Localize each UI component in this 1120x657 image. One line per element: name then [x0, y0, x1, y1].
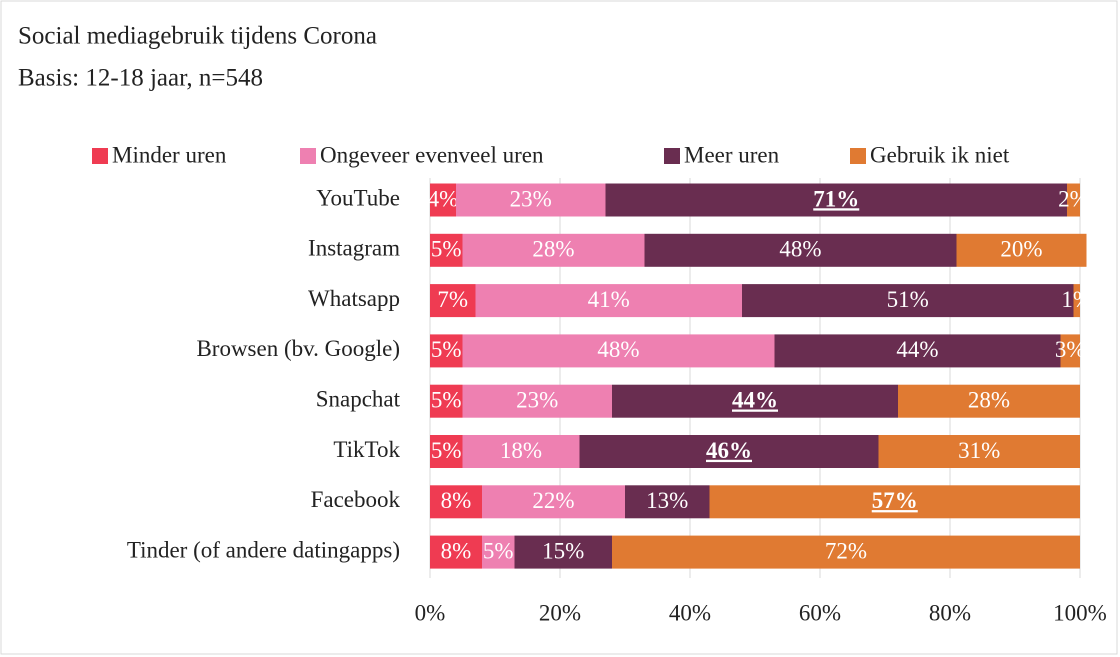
- bar-segment: [644, 233, 957, 267]
- chart-subtitle: Basis: 12-18 jaar, n=548: [18, 65, 263, 92]
- bar-segment: [1067, 183, 1080, 217]
- bar-segment: [612, 384, 898, 418]
- data-label: 23%: [510, 186, 552, 211]
- bar-segment: [774, 334, 1061, 368]
- data-label: 4%: [428, 186, 459, 211]
- bar-segment: [430, 183, 456, 217]
- data-label: 46%: [706, 438, 752, 463]
- bar-segment: [430, 334, 463, 368]
- data-label: 20%: [1000, 237, 1042, 262]
- x-tick-label: 40%: [669, 600, 711, 625]
- bar-segment: [456, 183, 606, 217]
- legend-swatch: [664, 148, 680, 164]
- bar-segment: [605, 183, 1067, 217]
- data-label: 15%: [542, 538, 584, 563]
- data-label: 5%: [431, 337, 462, 362]
- bar-segment: [462, 334, 775, 368]
- data-label: 28%: [968, 387, 1010, 412]
- legend-swatch: [300, 148, 316, 164]
- data-label: 44%: [732, 387, 778, 412]
- data-label: 48%: [779, 237, 821, 262]
- bar-segment: [462, 233, 645, 267]
- data-label: 22%: [532, 488, 574, 513]
- data-label: 5%: [431, 438, 462, 463]
- bar-segment: [430, 384, 463, 418]
- data-label: 3%: [1055, 337, 1086, 362]
- x-tick-label: 20%: [539, 600, 581, 625]
- y-tick-label: Whatsapp: [308, 286, 400, 311]
- data-label: 31%: [958, 438, 1000, 463]
- x-tick-label: 80%: [929, 600, 971, 625]
- bar-segment: [514, 535, 612, 569]
- data-label: 23%: [516, 387, 558, 412]
- bar-segment: [430, 535, 482, 569]
- bar-segment: [430, 485, 482, 519]
- y-tick-label: Instagram: [308, 236, 400, 261]
- legend-swatch: [92, 148, 108, 164]
- bar-segment: [742, 284, 1074, 318]
- data-label: 51%: [887, 287, 929, 312]
- x-tick-label: 0%: [415, 600, 446, 625]
- x-tick-label: 60%: [799, 600, 841, 625]
- bar-segment: [1060, 334, 1080, 368]
- bar-segment: [1073, 284, 1080, 318]
- legend-label: Meer uren: [684, 142, 780, 167]
- data-label: 5%: [431, 237, 462, 262]
- bar-segment: [462, 435, 580, 468]
- bar-segment: [430, 233, 463, 267]
- y-tick-label: YouTube: [316, 185, 400, 210]
- y-tick-label: Browsen (bv. Google): [196, 336, 400, 361]
- bar-segment: [709, 485, 1080, 519]
- data-label: 5%: [431, 387, 462, 412]
- bar-segment: [579, 435, 879, 468]
- data-label: 72%: [825, 538, 867, 563]
- bar-segment: [482, 535, 515, 569]
- legend-swatch: [850, 148, 866, 164]
- bar-segment: [462, 384, 612, 418]
- legend-label: Ongeveer evenveel uren: [320, 142, 544, 167]
- bar-segment: [898, 384, 1080, 418]
- data-label: 1%: [1061, 287, 1092, 312]
- data-label: 7%: [437, 287, 468, 312]
- bar-segment: [430, 435, 463, 468]
- data-label: 48%: [597, 337, 639, 362]
- bar-segment: [878, 435, 1080, 468]
- bar-segment: [430, 284, 476, 318]
- data-label: 8%: [441, 488, 472, 513]
- data-label: 18%: [500, 438, 542, 463]
- legend-label: Gebruik ik niet: [870, 142, 1010, 167]
- data-label: 2%: [1058, 186, 1089, 211]
- y-tick-label: Facebook: [311, 487, 401, 512]
- x-tick-label: 100%: [1053, 600, 1107, 625]
- bar-segment: [625, 485, 710, 519]
- data-label: 71%: [813, 186, 859, 211]
- data-label: 41%: [588, 287, 630, 312]
- legend-label: Minder uren: [112, 142, 227, 167]
- data-label: 28%: [532, 237, 574, 262]
- y-tick-label: Snapchat: [316, 386, 401, 411]
- data-label: 57%: [872, 488, 918, 513]
- data-label: 8%: [441, 538, 472, 563]
- data-label: 44%: [896, 337, 938, 362]
- bar-segment: [475, 284, 742, 318]
- bar-segment: [482, 485, 625, 519]
- bar-segment: [612, 535, 1080, 569]
- y-tick-label: TikTok: [333, 437, 400, 462]
- data-label: 5%: [483, 538, 514, 563]
- bar-segment: [956, 233, 1087, 267]
- y-tick-label: Tinder (of andere datingapps): [127, 537, 400, 562]
- data-label: 13%: [646, 488, 688, 513]
- chart-title: Social mediagebruik tijdens Corona: [18, 23, 377, 50]
